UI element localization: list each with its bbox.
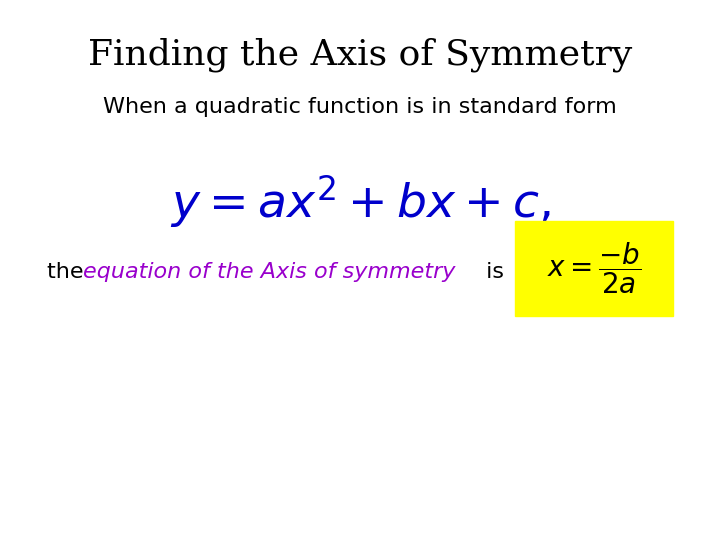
Text: equation of the Axis of symmetry: equation of the Axis of symmetry: [83, 262, 455, 282]
Text: is: is: [479, 262, 504, 282]
Text: $\mathit{y = ax^2 + bx + c,}$: $\mathit{y = ax^2 + bx + c,}$: [170, 173, 550, 230]
Text: the: the: [47, 262, 91, 282]
Text: When a quadratic function is in standard form: When a quadratic function is in standard…: [103, 97, 617, 117]
Text: Finding the Axis of Symmetry: Finding the Axis of Symmetry: [88, 38, 632, 72]
Text: $x = \dfrac{-b}{2a}$: $x = \dfrac{-b}{2a}$: [547, 241, 641, 296]
FancyBboxPatch shape: [515, 221, 673, 316]
